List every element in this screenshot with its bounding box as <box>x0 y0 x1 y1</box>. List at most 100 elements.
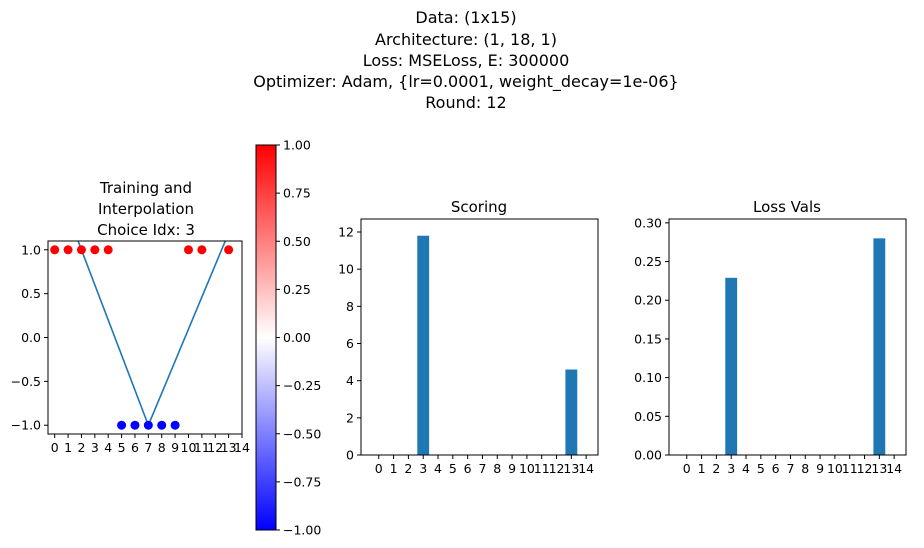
x-tick-label: 5 <box>757 461 765 476</box>
interpolation-line <box>77 240 227 428</box>
colorbar-tick-label: −0.75 <box>283 474 321 489</box>
loss-bar <box>873 238 886 455</box>
x-tick-label: 9 <box>816 461 824 476</box>
suptitle-line-data: Data: (1x15) <box>415 8 516 27</box>
x-tick-label: 3 <box>727 461 735 476</box>
suptitle: Data: (1x15) Architecture: (1, 18, 1) Lo… <box>253 8 678 112</box>
colorbar-gradient <box>256 145 276 530</box>
x-tick-label: 4 <box>104 440 112 455</box>
x-tick-label: 2 <box>712 461 720 476</box>
y-tick-label: 6 <box>346 336 354 351</box>
x-tick-label: 3 <box>91 440 99 455</box>
colorbar-tick-label: 0.75 <box>283 186 311 201</box>
training-y-axis: 1.0 0.5 0.0 −0.5 −1.0 <box>11 242 48 433</box>
y-tick-label: 0.00 <box>634 448 662 463</box>
scoring-plot-area <box>417 235 578 455</box>
colorbar-tick-label: −0.25 <box>283 378 321 393</box>
x-tick-label: 14 <box>234 440 250 455</box>
x-tick-label: 0 <box>51 440 59 455</box>
x-tick-label: 1 <box>64 440 72 455</box>
training-title-line-3: Choice Idx: 3 <box>97 221 195 239</box>
training-point <box>130 420 140 430</box>
y-tick-label: 1.0 <box>21 242 41 257</box>
x-tick-label: 1 <box>390 461 398 476</box>
y-tick-label: 0.10 <box>634 370 662 385</box>
x-tick-label: 13 <box>221 440 237 455</box>
x-tick-label: 6 <box>131 440 139 455</box>
scoring-bar <box>565 369 578 455</box>
colorbar: 1.00 0.75 0.50 0.25 0.00 −0.25 −0.50 −0.75 −1.00 <box>255 138 321 538</box>
training-point <box>117 420 127 430</box>
colorbar-tick-label: 1.00 <box>283 138 311 153</box>
training-panel: Training and Interpolation Choice Idx: 3… <box>11 179 250 455</box>
loss-y-axis: 0.00 0.05 0.10 0.15 0.20 0.25 0.30 <box>634 215 669 463</box>
x-tick-label: 13 <box>563 461 579 476</box>
training-point <box>76 245 86 255</box>
y-tick-label: 10 <box>338 262 354 277</box>
x-tick-label: 3 <box>419 461 427 476</box>
x-tick-label: 4 <box>742 461 750 476</box>
y-tick-label: 12 <box>338 225 354 240</box>
x-tick-label: 0 <box>683 461 691 476</box>
x-tick-label: 10 <box>519 461 535 476</box>
training-point <box>157 420 167 430</box>
suptitle-line-loss: Loss: MSELoss, E: 300000 <box>363 51 570 70</box>
training-point <box>50 245 60 255</box>
suptitle-line-round: Round: 12 <box>425 93 506 112</box>
training-point <box>143 420 153 430</box>
x-tick-label: 8 <box>158 440 166 455</box>
x-tick-label: 2 <box>77 440 85 455</box>
x-tick-label: 11 <box>194 440 210 455</box>
suptitle-line-architecture: Architecture: (1, 18, 1) <box>375 30 557 49</box>
x-tick-label: 11 <box>534 461 550 476</box>
training-title-line-2: Interpolation <box>98 200 194 218</box>
loss-bar <box>725 277 738 455</box>
y-tick-label: 0.0 <box>21 330 41 345</box>
colorbar-tick-label: −0.50 <box>283 426 321 441</box>
x-tick-label: 12 <box>549 461 565 476</box>
colorbar-tick-label: 0.25 <box>283 282 311 297</box>
scoring-axes-frame <box>360 218 599 456</box>
x-tick-label: 11 <box>842 461 858 476</box>
x-tick-label: 12 <box>207 440 223 455</box>
y-tick-label: 8 <box>346 299 354 314</box>
x-tick-label: 13 <box>871 461 887 476</box>
x-tick-label: 14 <box>886 461 902 476</box>
y-tick-label: 4 <box>346 373 354 388</box>
training-point <box>90 245 100 255</box>
y-tick-label: 0.30 <box>634 215 662 230</box>
x-tick-label: 7 <box>144 440 152 455</box>
colorbar-axis: 1.00 0.75 0.50 0.25 0.00 −0.25 −0.50 −0.75 −1.00 <box>276 138 321 538</box>
x-tick-label: 7 <box>786 461 794 476</box>
training-title-line-1: Training and <box>99 179 192 197</box>
y-tick-label: 0.05 <box>634 409 662 424</box>
x-tick-label: 7 <box>478 461 486 476</box>
x-tick-label: 5 <box>449 461 457 476</box>
x-tick-label: 5 <box>118 440 126 455</box>
training-point <box>224 245 234 255</box>
x-tick-label: 10 <box>827 461 843 476</box>
training-point <box>183 245 193 255</box>
x-tick-label: 9 <box>508 461 516 476</box>
x-tick-label: 4 <box>434 461 442 476</box>
x-tick-label: 8 <box>493 461 501 476</box>
y-tick-label: −0.5 <box>11 374 41 389</box>
training-plot-area <box>50 240 234 430</box>
training-point <box>63 245 73 255</box>
y-tick-label: 0.5 <box>21 286 41 301</box>
x-tick-label: 1 <box>698 461 706 476</box>
colorbar-tick-label: 0.50 <box>283 234 311 249</box>
x-tick-label: 0 <box>375 461 383 476</box>
colorbar-tick-label: −1.00 <box>283 523 321 538</box>
suptitle-line-optimizer: Optimizer: Adam, {lr=0.0001, weight_deca… <box>253 72 678 92</box>
x-tick-label: 6 <box>464 461 472 476</box>
y-tick-label: −1.0 <box>11 418 41 433</box>
scoring-y-axis: 0 2 4 6 8 10 12 <box>338 225 361 463</box>
x-tick-label: 8 <box>801 461 809 476</box>
